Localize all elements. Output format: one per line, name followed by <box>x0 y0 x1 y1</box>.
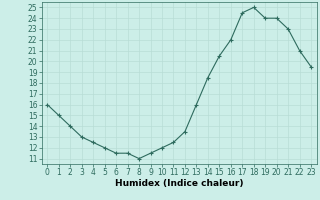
X-axis label: Humidex (Indice chaleur): Humidex (Indice chaleur) <box>115 179 244 188</box>
